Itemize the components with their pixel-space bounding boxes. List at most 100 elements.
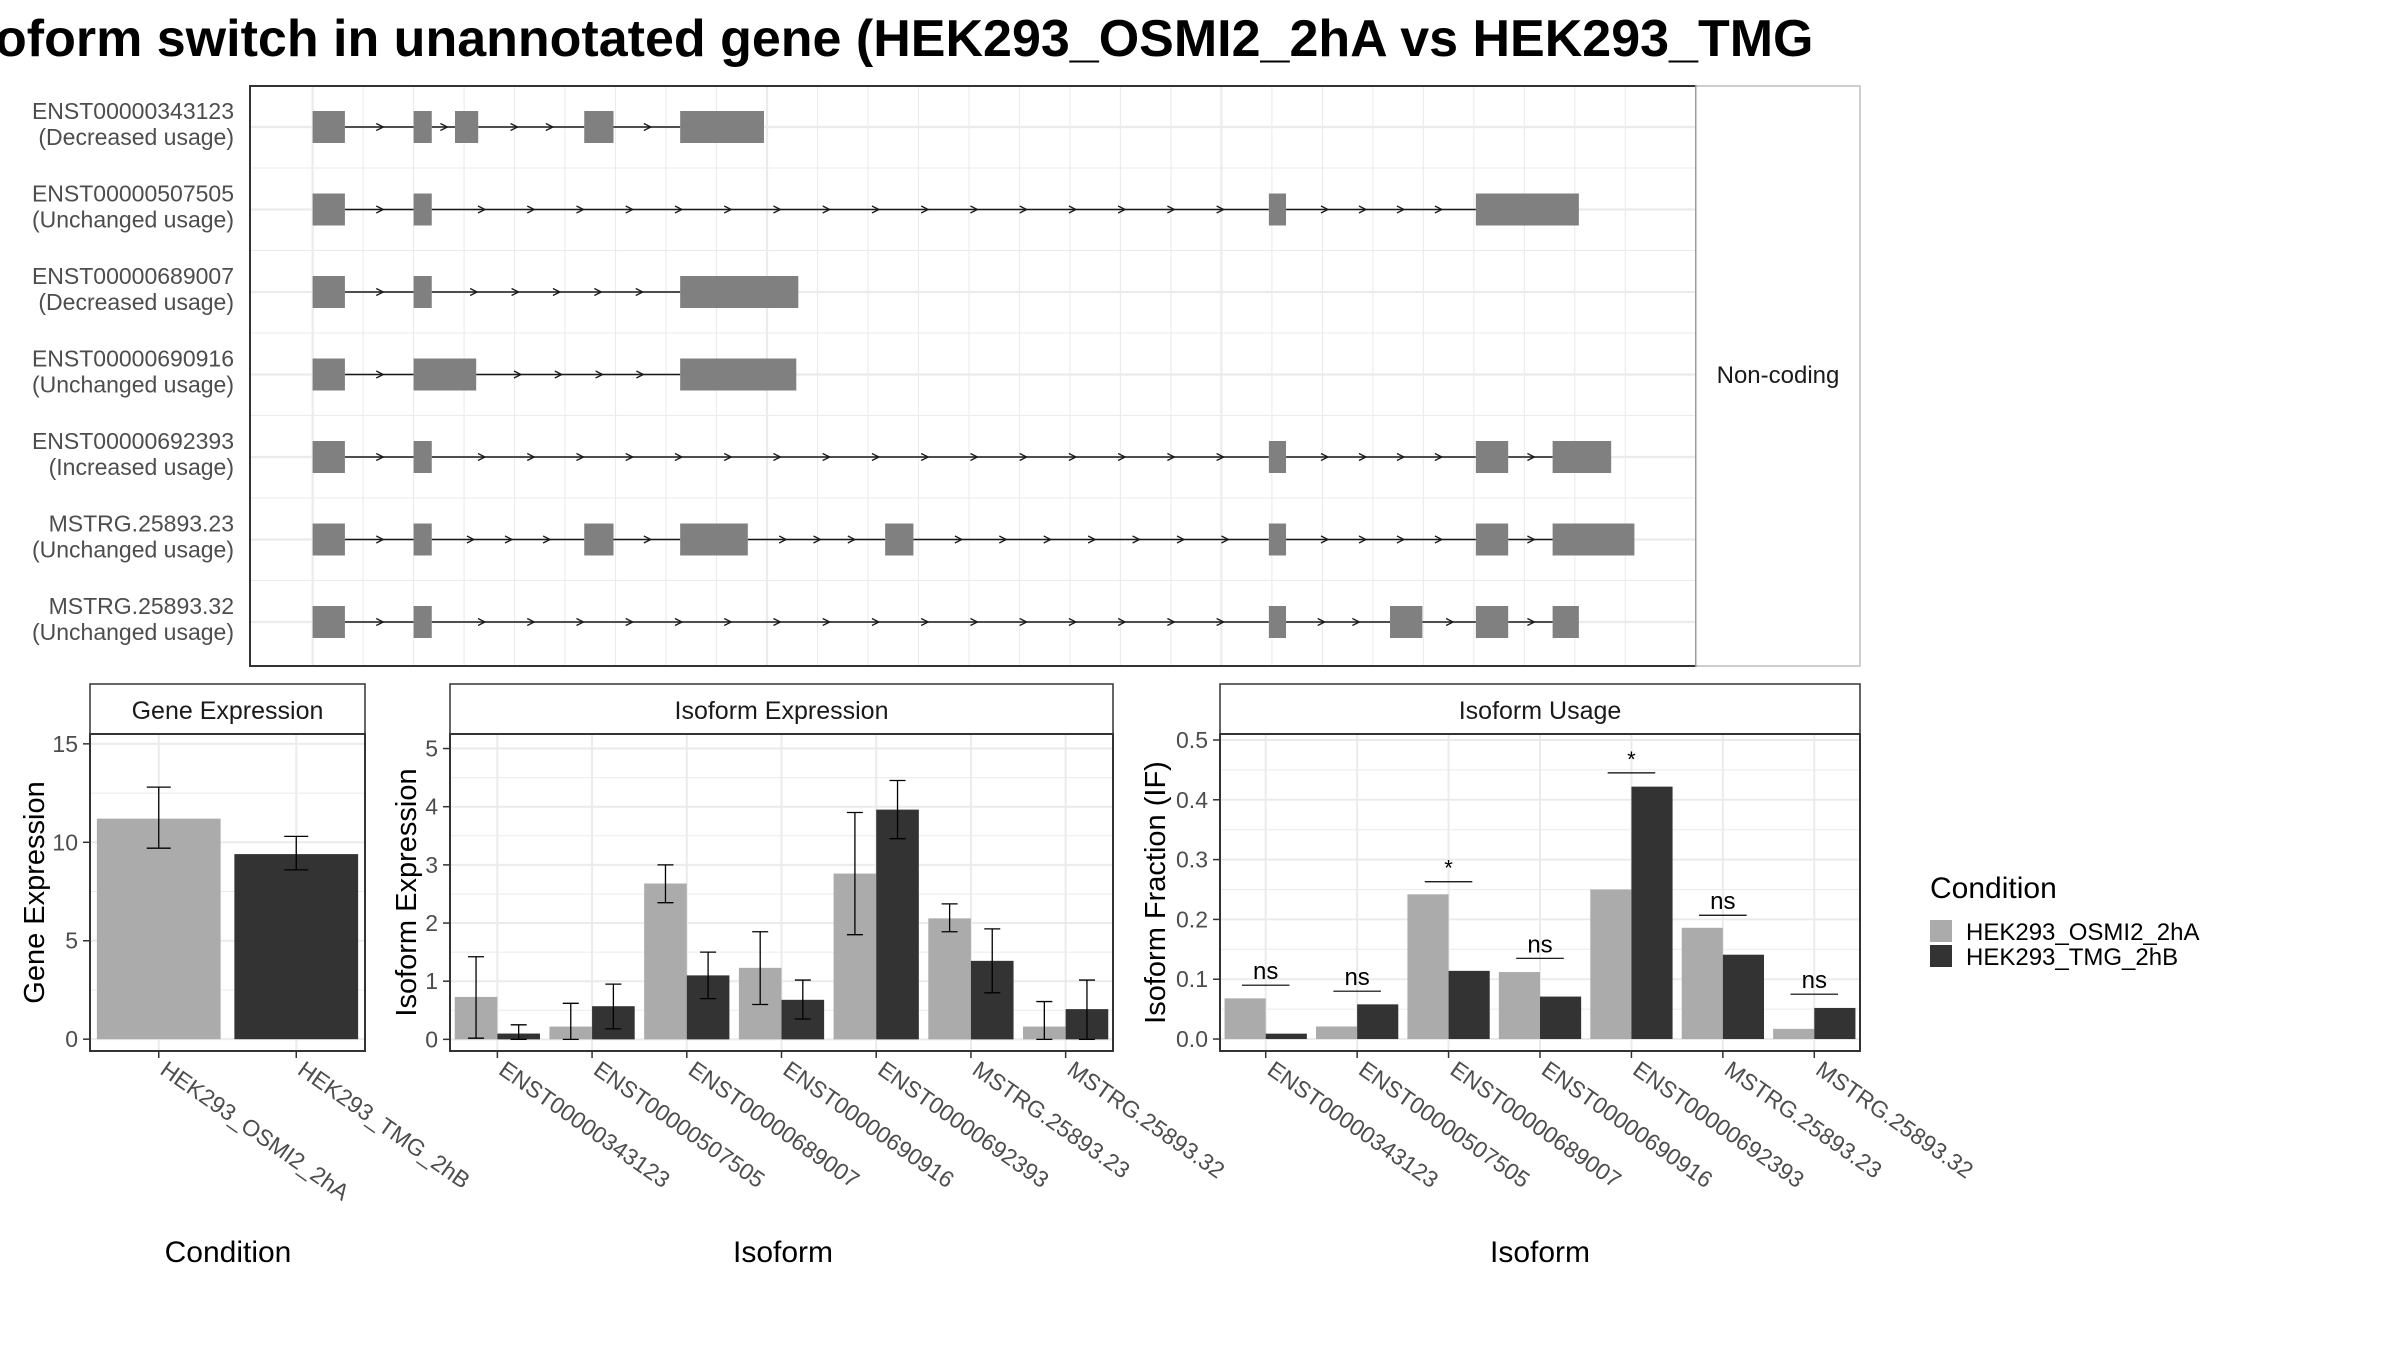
condition-legend: Condition HEK293_OSMI2_2hA HEK293_TMG_2h… [1930, 872, 2199, 971]
intron-arrow [375, 287, 385, 297]
significance-label: ns [1710, 888, 1735, 915]
intron-arrow [1352, 617, 1361, 627]
intron-arrow [920, 617, 930, 627]
x-tick-label: ENST00000690916 [1537, 1056, 1717, 1193]
intron-arrow [954, 535, 964, 544]
intron-arrow [920, 205, 930, 214]
x-tick-label: ENST00000689007 [1446, 1056, 1626, 1193]
intron-arrow [1527, 535, 1536, 544]
exon [680, 358, 797, 391]
intron-arrow [625, 452, 635, 462]
intron-arrow [643, 122, 653, 132]
intron-arrow [554, 370, 564, 379]
bar [1407, 894, 1449, 1040]
intron-arrow [822, 452, 832, 462]
y-axis-title: Isoform Fraction (IF) [1140, 761, 1172, 1024]
intron-arrow [871, 452, 881, 462]
isoform-track [312, 193, 1579, 226]
x-tick-label: MSTRG.25893.23 [1720, 1056, 1887, 1184]
exon [413, 606, 432, 638]
legend-label-osmi: HEK293_OSMI2_2hA [1966, 919, 2199, 946]
exon [312, 523, 345, 556]
intron-arrow [871, 617, 881, 627]
exon [413, 111, 432, 143]
intron-arrow [1396, 535, 1406, 544]
intron-arrow [576, 617, 585, 627]
intron-arrow [375, 617, 385, 627]
intron-arrow [576, 452, 585, 462]
significance-label: ns [1527, 931, 1552, 958]
isoform-label-id: ENST00000689007 [32, 263, 234, 289]
exon [584, 523, 614, 556]
figure-title: oform switch in unannotated gene (HEK293… [0, 10, 1813, 68]
isoform-label-id: ENST00000690916 [32, 346, 234, 372]
y-tick-label: 4 [425, 794, 438, 820]
isoform-label-usage: (Unchanged usage) [32, 372, 234, 398]
intron-arrow [998, 535, 1008, 544]
bar [1590, 889, 1632, 1040]
isoform-label-usage: (Increased usage) [49, 454, 234, 480]
x-tick-label: ENST00000689007 [684, 1056, 864, 1193]
intron-arrow [552, 287, 562, 297]
exon [312, 606, 345, 638]
intron-arrow [1396, 452, 1406, 462]
structure-facet-label: Non-coding [1717, 362, 1840, 389]
y-tick-label: 0.5 [1176, 727, 1208, 753]
intron-arrow [1320, 535, 1330, 544]
intron-arrow [477, 205, 487, 214]
exon [1268, 441, 1287, 473]
x-tick-label: ENST00000343123 [1263, 1056, 1443, 1193]
exon [312, 193, 345, 226]
panel-strip-title: Isoform Usage [1459, 697, 1622, 725]
isoform-label-usage: (Unchanged usage) [32, 207, 234, 233]
intron-arrow [773, 452, 782, 462]
intron-arrow [466, 535, 476, 544]
bar [1814, 1007, 1856, 1040]
bar [1681, 927, 1723, 1040]
y-tick-label: 0 [65, 1026, 78, 1052]
y-tick-label: 2 [425, 910, 438, 936]
bar [1265, 1033, 1307, 1040]
intron-arrow [542, 535, 552, 544]
intron-arrow [1221, 535, 1230, 544]
intron-arrow [1019, 205, 1029, 214]
intron-arrow [1527, 617, 1536, 627]
significance-label: * [1444, 856, 1453, 881]
isoform-label-id: MSTRG.25893.32 [49, 593, 234, 619]
intron-arrow [643, 535, 653, 544]
significance-label: * [1627, 747, 1636, 772]
isoform-expression-panel: Isoform Expression012345ENST00000343123E… [391, 683, 1230, 1269]
panel-strip-title: Gene Expression [132, 697, 324, 725]
structure-tracks [312, 111, 1635, 638]
bar [1316, 1026, 1358, 1040]
y-tick-label: 0.1 [1176, 966, 1208, 992]
bar [928, 918, 971, 1040]
isoform-label-usage: (Decreased usage) [38, 124, 234, 150]
isoform-label-usage: (Decreased usage) [38, 289, 234, 315]
exon [413, 441, 432, 473]
x-tick-label: ENST00000507505 [589, 1056, 769, 1193]
intron-arrow [1445, 617, 1455, 627]
intron-arrow [1434, 452, 1444, 462]
exon [1475, 523, 1509, 556]
y-tick-label: 0.3 [1176, 847, 1208, 873]
intron-arrow [1396, 205, 1406, 214]
intron-arrow [674, 205, 684, 214]
exon [312, 276, 345, 308]
y-tick-label: 10 [52, 829, 78, 855]
exon [413, 193, 432, 226]
legend-label-tmg: HEK293_TMG_2hB [1966, 944, 2178, 971]
intron-arrow [1358, 452, 1368, 462]
intron-arrow [674, 452, 684, 462]
intron-arrow [1216, 452, 1226, 462]
isoform-track [312, 441, 1612, 473]
intron-arrow [440, 122, 449, 132]
panel-strip-title: Isoform Expression [675, 697, 889, 725]
intron-arrow [1068, 617, 1078, 627]
y-tick-label: 0 [425, 1026, 438, 1052]
intron-arrow [1320, 452, 1330, 462]
structure-facet-strip [1695, 85, 1861, 667]
y-tick-label: 0.0 [1176, 1026, 1208, 1052]
exon [1475, 606, 1509, 638]
intron-arrow [778, 535, 788, 544]
